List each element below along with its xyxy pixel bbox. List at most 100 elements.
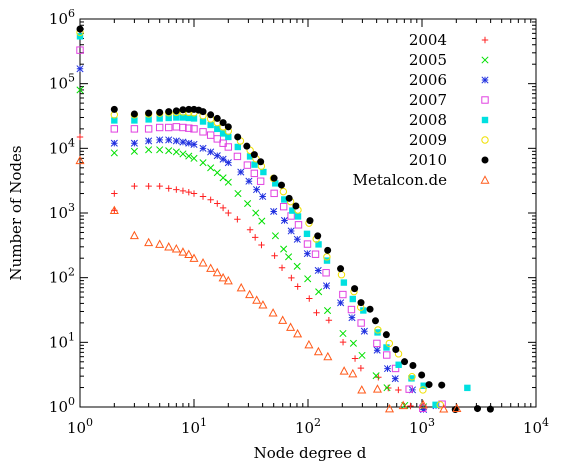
data-point [418,399,428,409]
data-point [351,355,359,362]
data-point [285,194,293,202]
legend-marker [481,116,489,124]
data-point [223,275,233,285]
data-point [322,282,331,290]
data-point [131,117,138,124]
data-point [199,118,207,125]
legend-label: 2007 [409,91,447,109]
data-point [252,295,262,304]
data-point [373,346,381,354]
data-point [392,345,400,353]
data-point [395,361,402,368]
data-point [260,168,267,176]
data-point [173,114,180,121]
data-point [245,177,253,185]
data-point [244,199,252,208]
data-point [337,299,345,307]
y-tick-label: 102 [49,266,75,287]
data-point [286,322,296,331]
data-point [213,135,221,143]
data-point [313,309,320,316]
data-point [214,200,221,207]
data-point [337,271,346,279]
data-point [164,242,174,251]
data-point [409,362,417,370]
x-tick-labels: 100 101 102 103 104 [67,416,549,437]
data-point [294,221,303,229]
data-point [76,25,84,33]
data-point [258,241,265,249]
data-point [165,123,173,132]
y-tick-label: 101 [49,330,75,351]
data-point [156,136,164,144]
legend-label: 2009 [409,131,447,149]
series-2008 [76,33,471,409]
data-point [234,143,242,151]
data-point [420,382,427,389]
data-point [172,148,180,156]
y-axis-label: Number of Nodes [7,145,25,280]
legend-label: 2006 [409,71,447,89]
data-point [233,152,242,161]
data-point [348,368,358,378]
data-point [199,193,207,200]
data-point [311,250,320,258]
data-point [279,187,288,196]
legend-marker [481,96,489,104]
data-point [190,154,198,162]
legend-label: 2010 [409,151,447,169]
x-tick-label: 104 [523,416,549,437]
data-point [110,139,118,147]
data-point [304,339,314,349]
x-tick-label: 102 [295,416,321,437]
data-point [185,188,192,196]
data-point [219,174,227,182]
data-point [383,384,391,392]
data-point [185,114,192,122]
data-point [190,125,198,133]
data-point [383,365,392,373]
data-point [374,329,381,336]
data-point [214,125,221,133]
legend-marker [481,76,489,84]
legend-label: Metalcon.de [353,171,447,189]
data-point [165,185,172,192]
data-point [366,305,374,313]
data-point [213,169,221,177]
data-point [285,253,293,261]
data-point [306,217,314,225]
data-point [190,140,198,148]
y-tick-label: 106 [49,7,75,28]
data-point [156,115,163,122]
data-point [258,217,266,225]
data-point [383,351,391,359]
data-point [314,266,322,275]
data-point [339,366,349,375]
data-point [144,237,154,247]
data-point [280,245,288,253]
data-point [303,240,312,248]
data-point [289,207,296,214]
data-point [111,117,118,124]
data-point [246,226,254,233]
data-point [179,150,187,158]
series-2004 [76,133,427,410]
data-point [418,371,426,379]
data-point [212,267,222,277]
data-point [258,300,268,309]
data-point [250,169,259,178]
x-axis-label: Node degree d [254,444,367,462]
data-point [172,137,180,145]
data-point [185,139,193,147]
data-point [179,187,187,195]
data-point [360,327,368,335]
data-point [145,182,152,190]
data-point [391,375,399,383]
data-point [75,155,85,165]
data-point [236,282,246,292]
data-point [179,114,187,121]
data-point [219,155,227,163]
data-point [207,148,215,156]
legend-label: 2005 [409,51,447,69]
data-point [256,177,265,185]
